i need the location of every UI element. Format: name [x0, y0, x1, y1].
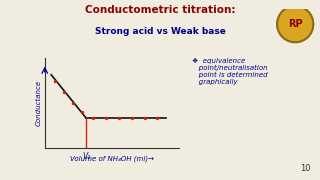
Y-axis label: Conductance: Conductance — [36, 80, 42, 126]
Text: 10: 10 — [300, 164, 310, 173]
Text: ❖  equivalence
   point/neutralisation
   point is determined
   graphically: ❖ equivalence point/neutralisation point… — [192, 58, 268, 85]
Text: Conductometric titration:: Conductometric titration: — [85, 5, 235, 15]
Point — [116, 116, 122, 119]
Text: Strong acid vs Weak base: Strong acid vs Weak base — [95, 27, 225, 36]
X-axis label: Volume of NH₄OH (ml)→: Volume of NH₄OH (ml)→ — [70, 156, 154, 162]
Point — [70, 102, 76, 104]
Point — [79, 111, 84, 114]
Point — [155, 116, 160, 119]
Point — [104, 116, 109, 119]
Point — [129, 116, 134, 119]
Point — [61, 90, 67, 93]
Point — [142, 116, 147, 119]
Point — [91, 116, 96, 119]
Text: V₁: V₁ — [82, 152, 91, 161]
Text: RP: RP — [288, 19, 302, 29]
Circle shape — [277, 6, 313, 42]
Point — [52, 79, 58, 82]
